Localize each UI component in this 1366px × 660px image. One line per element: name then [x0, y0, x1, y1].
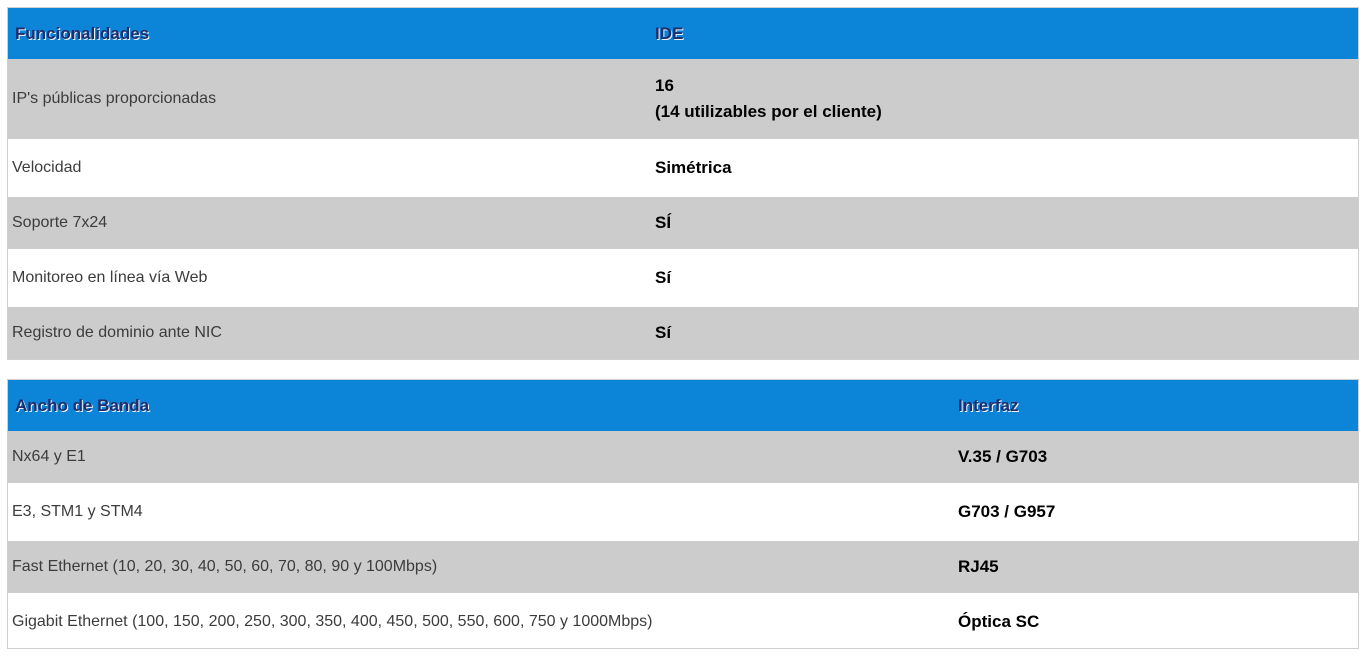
spec-value-line: Óptica SC [958, 612, 1040, 631]
spec-value-line: (14 utilizables por el cliente) [655, 102, 882, 121]
spec-label-cell: Monitoreo en línea vía Web [12, 269, 208, 286]
table-row: Velocidad Simétrica [8, 142, 1358, 194]
table-row: Fast Ethernet (10, 20, 30, 40, 50, 60, 7… [8, 541, 1358, 593]
spec-value-cell: SÍ [651, 210, 1358, 236]
spec-value-cell: Óptica SC [954, 609, 1358, 635]
table-row: Monitoreo en línea vía Web Sí [8, 252, 1358, 304]
features-table: Funcionalidades IDE IP's públicas propor… [7, 7, 1359, 360]
spec-value-line: Sí [655, 268, 672, 287]
spec-label-cell: Nx64 y E1 [12, 448, 86, 465]
bandwidth-table-header-row: Ancho de Banda Interfaz [8, 380, 1358, 431]
spec-value-line: RJ45 [958, 557, 999, 576]
spec-value-line: 16 [655, 76, 674, 95]
bandwidth-table: Ancho de Banda Interfaz Nx64 y E1 V.35 /… [7, 379, 1359, 649]
spec-label-cell: Gigabit Ethernet (100, 150, 200, 250, 30… [12, 613, 653, 630]
features-table-header-row: Funcionalidades IDE [8, 8, 1358, 59]
spec-value-cell: V.35 / G703 [954, 444, 1358, 470]
table-row: E3, STM1 y STM4 G703 / G957 [8, 486, 1358, 538]
table-row: IP's públicas proporcionadas 16 (14 util… [8, 59, 1358, 139]
spec-label-cell: IP's públicas proporcionadas [12, 90, 217, 107]
table-row: Soporte 7x24 SÍ [8, 197, 1358, 249]
column-header-ancho-de-banda: Ancho de Banda [15, 395, 150, 415]
spec-value-cell: 16 (14 utilizables por el cliente) [651, 73, 1358, 125]
spec-label-cell: Soporte 7x24 [12, 214, 108, 231]
spec-value-line: Simétrica [655, 158, 732, 177]
spec-value-line: Sí [655, 323, 672, 342]
spec-label-cell: Registro de dominio ante NIC [12, 324, 222, 341]
column-header-ide: IDE [655, 23, 684, 43]
table-row: Gigabit Ethernet (100, 150, 200, 250, 30… [8, 596, 1358, 648]
spec-label-cell: Fast Ethernet (10, 20, 30, 40, 50, 60, 7… [12, 558, 438, 575]
spec-value-cell: Simétrica [651, 155, 1358, 181]
spec-value-line: G703 / G957 [958, 502, 1056, 521]
spec-value-cell: RJ45 [954, 554, 1358, 580]
table-row: Nx64 y E1 V.35 / G703 [8, 431, 1358, 483]
spec-value-line: V.35 / G703 [958, 447, 1048, 466]
table-row: Registro de dominio ante NIC Sí [8, 307, 1358, 359]
spec-value-cell: Sí [651, 265, 1358, 291]
column-header-interfaz: Interfaz [958, 395, 1019, 415]
spec-value-line: SÍ [655, 213, 672, 232]
column-header-funcionalidades: Funcionalidades [15, 23, 150, 43]
spec-value-cell: G703 / G957 [954, 499, 1358, 525]
spec-label-cell: E3, STM1 y STM4 [12, 503, 143, 520]
spec-label-cell: Velocidad [12, 159, 82, 176]
spec-value-cell: Sí [651, 320, 1358, 346]
